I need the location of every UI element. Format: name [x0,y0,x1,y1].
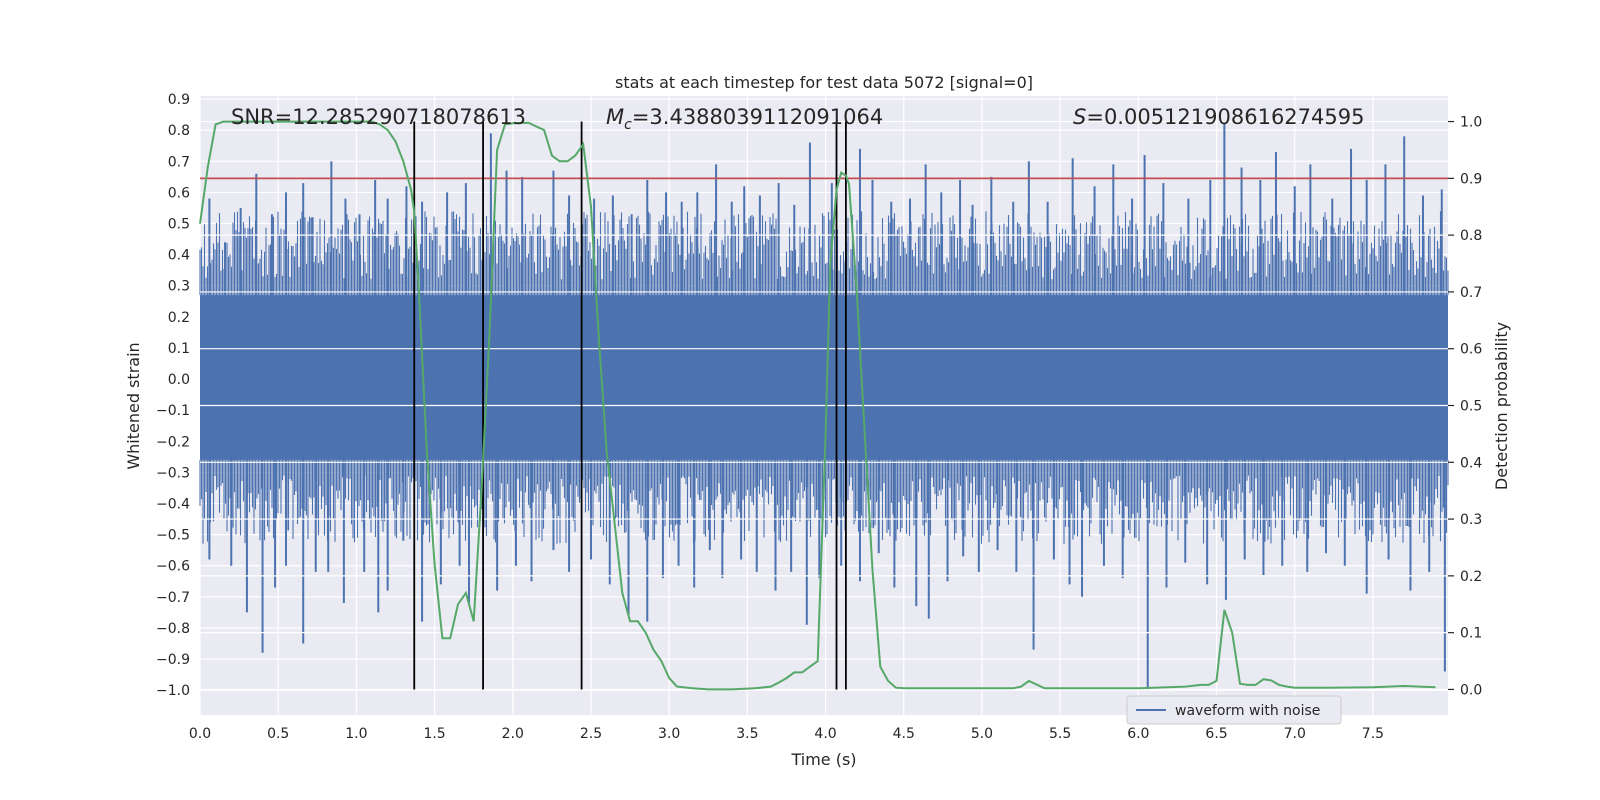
y2-tick-label: 0.0 [1460,682,1482,698]
y-tick-label: −0.3 [156,465,190,481]
y-tick-label: −0.6 [156,559,190,575]
y-tick-label: −0.9 [156,652,190,668]
y2-tick-label: 0.1 [1460,626,1482,642]
x-tick-label: 1.0 [345,726,367,742]
waveform-dense-band [200,295,1448,460]
x-tick-label: 5.0 [971,726,993,742]
legend-label: waveform with noise [1175,703,1320,719]
y-tick-label: −0.5 [156,528,190,544]
y-tick-label: −0.4 [156,496,190,512]
y-tick-label: −0.1 [156,403,190,419]
x-tick-label: 0.5 [267,726,289,742]
y-tick-label: 0.2 [168,310,190,326]
x-tick-label: 6.0 [1127,726,1149,742]
y-tick-label: 0.8 [168,123,190,139]
mc-subscript: c [624,117,632,133]
legend-box [1126,695,1342,725]
x-tick-label: 2.0 [502,726,524,742]
x-tick-label: 2.5 [580,726,602,742]
s-symbol: S [1073,105,1086,129]
x-tick-label: 0.0 [189,726,211,742]
waveform-noise-lower [199,459,1449,544]
x-tick-labels: 0.0 0.5 1.0 1.5 2.0 2.5 3.0 3.5 4.0 4.5 5.0 5.5 6.0 6… [189,726,1384,742]
y2-tick-label: 0.7 [1460,285,1482,301]
y2-tick-label: 0.9 [1460,171,1482,187]
x-axis-label: Time (s) [790,750,856,769]
x-tick-label: 7.5 [1362,726,1384,742]
y2-tick-label: 0.6 [1460,342,1482,358]
y2-tick-label: 0.3 [1460,512,1482,528]
probability-line [199,120,1436,691]
y-tick-label: 0.7 [168,154,190,170]
y-tick-label: −1.0 [156,683,190,699]
y-tick-label: −0.2 [156,434,190,450]
x-tick-label: 5.5 [1049,726,1071,742]
y2-tick-label: 0.8 [1460,228,1482,244]
y2-tick-label: 1.0 [1460,115,1482,131]
y-axis-label: Whitened strain [124,342,143,469]
snr-annotation: SNR=12.285290718078613 [231,105,526,129]
y-tick-label: 0.3 [168,279,190,295]
y2-axis-label: Detection probability [1492,322,1511,490]
y-tick-label: 0.9 [168,92,190,108]
event-vertical-lines [413,121,847,690]
y-tick-label: −0.7 [156,590,190,606]
y-tick-labels: 0.9 0.8 0.7 0.6 0.5 0.4 0.3 0.2 0.1 0.0 −0.1 −0.2 −0… [156,92,190,699]
y2-tick-labels: 1.0 0.9 0.8 0.7 0.6 0.5 0.4 0.3 0.2 0.1 0.0 [1448,115,1482,698]
mc-annotation: Mc=3.4388039112091064 [606,105,883,133]
x-tick-label: 6.5 [1205,726,1227,742]
x-tick-label: 1.5 [423,726,445,742]
mc-value: =3.4388039112091064 [632,105,883,129]
chart-title: stats at each timestep for test data 507… [615,73,1033,92]
y2-tick-label: 0.5 [1460,399,1482,415]
y2-tick-label: 0.2 [1460,569,1482,585]
x-tick-label: 3.0 [658,726,680,742]
mc-symbol: M [606,105,624,129]
y-tick-label: 0.4 [168,248,190,264]
y-tick-label: −0.8 [156,621,190,637]
x-tick-label: 4.5 [893,726,915,742]
y-tick-label: 0.1 [168,341,190,357]
y2-tick-label: 0.4 [1460,455,1482,471]
x-tick-label: 3.5 [736,726,758,742]
s-annotation: S=0.005121908616274595 [1073,105,1364,129]
x-tick-label: 7.0 [1284,726,1306,742]
s-value: =0.005121908616274595 [1086,105,1364,129]
y-tick-label: 0.0 [168,372,190,388]
x-tick-label: 4.0 [814,726,836,742]
y-tick-label: 0.6 [168,185,190,201]
legend: waveform with noise [1126,695,1342,725]
y-tick-label: 0.5 [168,217,190,233]
